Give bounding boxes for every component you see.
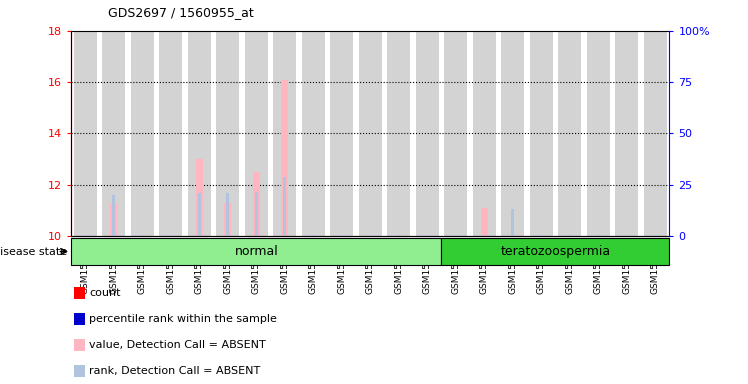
- Text: rank, Detection Call = ABSENT: rank, Detection Call = ABSENT: [89, 366, 260, 376]
- Bar: [253, 172, 260, 236]
- Bar: [331, 31, 353, 236]
- Bar: [530, 31, 553, 236]
- Bar: [540, 235, 542, 236]
- Bar: [597, 235, 600, 236]
- Bar: [359, 31, 381, 236]
- Bar: [426, 235, 429, 236]
- Bar: [387, 31, 410, 236]
- Bar: [74, 339, 85, 351]
- Bar: [102, 31, 125, 236]
- Bar: [587, 31, 610, 236]
- Text: GDS2697 / 1560955_at: GDS2697 / 1560955_at: [108, 6, 254, 19]
- Bar: [397, 235, 400, 236]
- Bar: [283, 177, 286, 236]
- Bar: [131, 31, 153, 236]
- Bar: [216, 31, 239, 236]
- Bar: [141, 235, 144, 236]
- Text: value, Detection Call = ABSENT: value, Detection Call = ABSENT: [89, 340, 266, 350]
- Bar: [74, 365, 85, 377]
- Bar: [441, 238, 669, 265]
- Text: normal: normal: [234, 245, 278, 258]
- Bar: [281, 79, 288, 236]
- Bar: [473, 31, 496, 236]
- Bar: [255, 192, 258, 236]
- Bar: [188, 31, 211, 236]
- Bar: [444, 31, 468, 236]
- Bar: [416, 31, 438, 236]
- Bar: [302, 31, 325, 236]
- Bar: [169, 235, 172, 236]
- Bar: [512, 209, 514, 236]
- Bar: [654, 235, 657, 236]
- Text: disease state: disease state: [0, 247, 67, 257]
- Bar: [644, 31, 666, 236]
- Bar: [84, 235, 87, 236]
- Bar: [196, 159, 203, 236]
- Bar: [558, 31, 581, 236]
- Bar: [340, 235, 343, 236]
- Bar: [71, 238, 441, 265]
- Bar: [481, 208, 488, 236]
- Bar: [159, 31, 183, 236]
- Bar: [273, 31, 296, 236]
- Bar: [312, 235, 315, 236]
- Bar: [74, 31, 96, 236]
- Bar: [568, 235, 571, 236]
- Bar: [112, 195, 115, 236]
- Bar: [454, 235, 457, 236]
- Bar: [74, 287, 85, 299]
- Bar: [245, 31, 268, 236]
- Bar: [227, 193, 229, 236]
- Bar: [501, 31, 524, 236]
- Bar: [369, 235, 372, 236]
- Bar: [482, 235, 485, 236]
- Bar: [224, 203, 231, 236]
- Text: count: count: [89, 288, 120, 298]
- Text: teratozoospermia: teratozoospermia: [500, 245, 610, 258]
- Bar: [198, 193, 200, 236]
- Bar: [625, 235, 628, 236]
- Bar: [74, 313, 85, 325]
- Bar: [616, 31, 638, 236]
- Bar: [110, 203, 117, 236]
- Text: percentile rank within the sample: percentile rank within the sample: [89, 314, 277, 324]
